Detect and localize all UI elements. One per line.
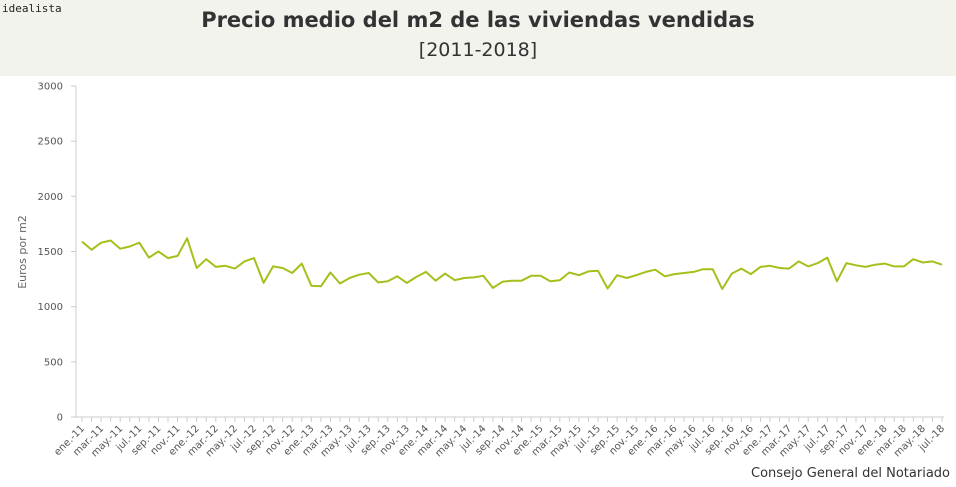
chart-title: Precio medio del m2 de las viviendas ven… bbox=[201, 8, 755, 32]
y-tick-label: 3000 bbox=[38, 82, 63, 93]
series-group bbox=[81, 237, 943, 290]
x-axis: ene.-11mar.-11may.-11jul.-11sep.-11nov.-… bbox=[52, 416, 947, 459]
y-axis-label: Euros por m2 bbox=[16, 215, 29, 289]
series-line bbox=[81, 237, 943, 290]
chart-subtitle: [2011-2018] bbox=[418, 39, 538, 61]
source-credit: Consejo General del Notariado bbox=[751, 466, 950, 481]
y-tick-label: 2000 bbox=[38, 192, 63, 203]
y-tick-label: 0 bbox=[57, 413, 63, 424]
chart-header: idealista Precio medio del m2 de las viv… bbox=[0, 0, 956, 76]
y-axis: 0 500 1000 1500 2000 2500 3000 bbox=[38, 82, 77, 424]
y-tick-label: 1000 bbox=[38, 302, 63, 313]
y-tick-label: 2500 bbox=[38, 137, 63, 148]
y-tick-label: 500 bbox=[44, 357, 63, 368]
brand-logo-text: idealista bbox=[2, 2, 62, 15]
y-tick-label: 1500 bbox=[38, 247, 63, 258]
